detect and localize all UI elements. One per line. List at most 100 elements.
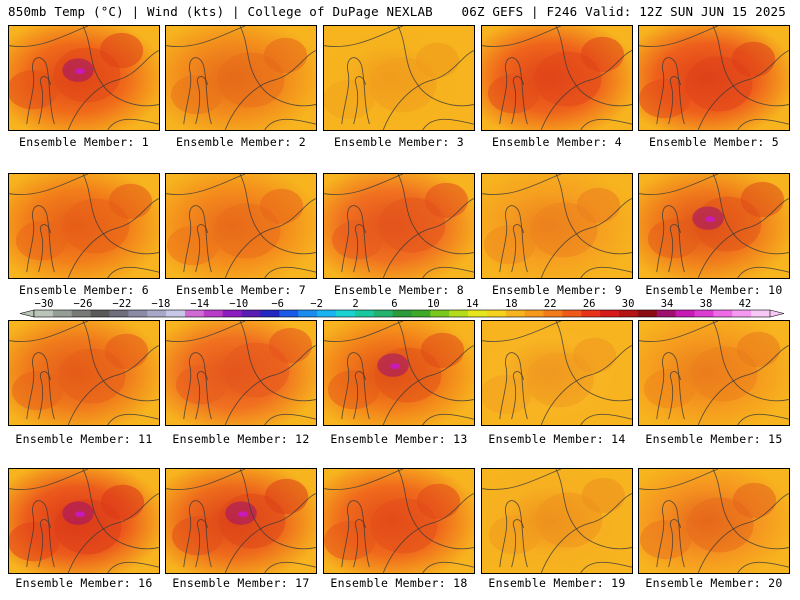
colorbar-swatch: [260, 310, 280, 317]
contour-line: [511, 76, 524, 125]
colorbar-swatch: [732, 310, 752, 317]
contour-line: [656, 500, 685, 568]
warm-anomaly: [690, 346, 758, 402]
contour-line: [397, 321, 474, 402]
warm-anomaly: [104, 333, 149, 370]
warm-anomaly: [9, 70, 59, 110]
contour-line: [580, 413, 632, 425]
colorbar-max-arrow: [769, 309, 785, 318]
warm-anomaly: [535, 492, 603, 548]
ensemble-member-label: Ensemble Member: 5: [648, 135, 780, 149]
contour-line: [697, 198, 789, 278]
map-title: 850mb Temp (°C) | Wind (kts) | College o…: [8, 4, 433, 19]
contour-line: [422, 118, 474, 130]
warm-anomaly: [482, 374, 532, 415]
colorbar-swatch: [524, 310, 545, 317]
ensemble-map-panel: [8, 320, 160, 426]
contour-line: [656, 205, 685, 273]
contour-line: [639, 469, 719, 490]
warm-anomaly: [9, 521, 60, 562]
hot-core-center: [238, 511, 248, 518]
contour-line: [195, 76, 208, 125]
contour-line: [107, 118, 159, 130]
warm-anomaly: [740, 181, 785, 218]
colorbar-tick-label: 10: [427, 298, 440, 310]
contour-line: [353, 519, 366, 568]
colorbar-swatch: [335, 310, 356, 317]
hot-core-center: [390, 363, 400, 370]
colorbar-tick-label: −22: [112, 298, 131, 310]
colorbar-swatch: [203, 310, 224, 317]
colorbar-swatch: [166, 310, 186, 317]
contour-line: [422, 266, 474, 278]
ensemble-map-panel: [323, 173, 475, 279]
ensemble-member-label: Ensemble Member: 8: [333, 283, 465, 297]
contour-line: [353, 76, 366, 125]
contour-line: [639, 26, 719, 47]
contour-line: [382, 345, 474, 425]
contour-line: [166, 321, 246, 342]
warm-anomaly: [736, 331, 781, 368]
contour-line: [656, 352, 685, 420]
contour-line: [397, 174, 474, 255]
colorbar-swatch: [392, 310, 412, 317]
ensemble-map-panel: [481, 468, 633, 574]
warm-anomaly: [686, 497, 754, 553]
warm-anomaly: [327, 370, 380, 410]
contour-line: [224, 50, 316, 130]
colorbar-swatch: [581, 310, 601, 317]
contour-line: [697, 493, 789, 573]
warm-anomaly: [100, 484, 145, 521]
warm-anomaly: [170, 75, 223, 115]
ensemble-member-label: Ensemble Member: 19: [488, 576, 626, 590]
warm-anomaly: [99, 32, 144, 69]
colorbar-swatch: [505, 310, 526, 317]
warm-anomaly: [581, 477, 626, 514]
ensemble-map-panel: [323, 320, 475, 426]
warm-anomaly: [11, 371, 64, 411]
colorbar-swatch: [71, 310, 92, 317]
contour-line: [264, 118, 316, 130]
warm-anomaly: [369, 57, 437, 113]
contour-line: [264, 266, 316, 278]
contour-line: [82, 321, 159, 402]
colorbar-swatch: [279, 310, 299, 317]
hot-core-center: [75, 68, 85, 75]
ensemble-map-panel: [8, 468, 160, 574]
contour-line: [397, 26, 474, 107]
contour-line: [499, 500, 528, 568]
colorbar-min-arrow: [19, 309, 35, 318]
contour-line: [697, 345, 789, 425]
hot-core-center: [705, 216, 715, 223]
contour-line: [511, 519, 524, 568]
colorbar-tick-label: 30: [622, 298, 635, 310]
contour-line: [67, 493, 159, 573]
contour-line: [9, 174, 89, 195]
warm-anomaly: [324, 521, 376, 561]
contour-line: [341, 352, 370, 420]
contour-line: [341, 205, 370, 273]
warm-anomaly: [643, 369, 696, 409]
warm-anomaly: [526, 352, 594, 408]
contour-line: [239, 321, 316, 402]
colorbar-swatch: [656, 310, 677, 317]
ensemble-member-label: Ensemble Member: 6: [18, 283, 150, 297]
warm-anomaly: [487, 74, 540, 114]
colorbar-swatch: [184, 310, 205, 317]
warm-anomaly: [259, 188, 304, 225]
contour-line: [482, 469, 562, 490]
ensemble-member-label: Ensemble Member: 15: [645, 432, 783, 446]
colorbar-tick-label: 6: [391, 298, 397, 310]
temperature-colorbar: −30 −26 −22 −18 −14 −10 −6 −2 2 6 10 14 18 22 26 30 34 38…: [19, 298, 785, 318]
colorbar-tick-label: −18: [151, 298, 170, 310]
colorbar-swatch: [241, 310, 261, 317]
contour-line: [26, 205, 55, 273]
contour-line: [555, 321, 632, 402]
colorbar-swatch: [637, 310, 658, 317]
warm-anomaly: [639, 520, 692, 560]
ensemble-member-label: Ensemble Member: 20: [645, 576, 783, 590]
contour-line: [67, 50, 159, 130]
colorbar-swatch: [52, 310, 73, 317]
colorbar-swatch: [411, 310, 431, 317]
warm-anomaly: [731, 41, 776, 78]
